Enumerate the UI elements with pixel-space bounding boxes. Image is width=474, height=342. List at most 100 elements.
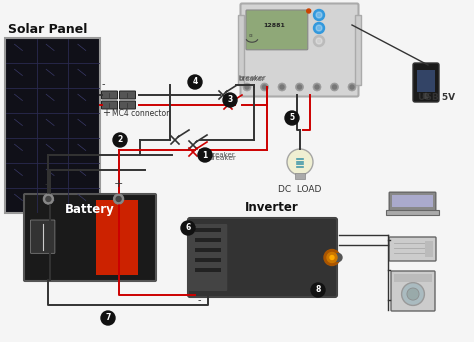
Circle shape — [407, 288, 419, 300]
Bar — [195, 268, 221, 272]
Bar — [425, 241, 433, 257]
FancyBboxPatch shape — [101, 91, 118, 99]
Text: -: - — [45, 179, 48, 189]
FancyBboxPatch shape — [389, 192, 436, 211]
Circle shape — [330, 83, 338, 91]
Text: 6: 6 — [185, 224, 191, 233]
Text: -: - — [198, 295, 201, 305]
Text: USB 5V: USB 5V — [419, 93, 456, 102]
Text: Battery: Battery — [65, 203, 115, 216]
FancyBboxPatch shape — [119, 91, 136, 99]
Bar — [195, 248, 221, 252]
FancyBboxPatch shape — [391, 271, 435, 311]
Circle shape — [223, 93, 237, 107]
Circle shape — [243, 83, 251, 91]
Text: CE: CE — [249, 34, 254, 38]
Circle shape — [316, 12, 322, 18]
Circle shape — [330, 255, 334, 260]
Circle shape — [116, 196, 122, 202]
Circle shape — [313, 10, 325, 21]
FancyBboxPatch shape — [101, 101, 118, 109]
Text: 3: 3 — [228, 95, 233, 105]
Circle shape — [46, 196, 51, 202]
Circle shape — [313, 23, 325, 34]
Circle shape — [316, 38, 322, 44]
Bar — [355, 15, 361, 85]
Text: 8: 8 — [315, 286, 321, 294]
Circle shape — [307, 9, 310, 13]
Circle shape — [116, 197, 121, 201]
FancyBboxPatch shape — [5, 38, 100, 213]
Text: 1: 1 — [202, 150, 208, 159]
Circle shape — [261, 83, 268, 91]
Circle shape — [334, 253, 342, 262]
FancyBboxPatch shape — [189, 224, 227, 291]
FancyBboxPatch shape — [30, 220, 55, 253]
Circle shape — [285, 111, 299, 125]
Text: 12881: 12881 — [263, 23, 285, 28]
Circle shape — [198, 148, 212, 162]
Circle shape — [311, 283, 325, 297]
Text: +: + — [188, 222, 196, 232]
Text: breaker: breaker — [208, 152, 235, 158]
Text: 4: 4 — [192, 78, 198, 87]
Bar — [97, 200, 138, 275]
Text: breaker: breaker — [238, 76, 264, 82]
FancyBboxPatch shape — [240, 3, 358, 96]
FancyBboxPatch shape — [119, 101, 136, 109]
Text: Solar Panel: Solar Panel — [8, 23, 87, 36]
Circle shape — [324, 250, 340, 265]
FancyBboxPatch shape — [246, 10, 308, 50]
Text: DC  LOAD: DC LOAD — [278, 185, 322, 194]
Circle shape — [263, 85, 266, 89]
Text: 2: 2 — [118, 135, 123, 145]
Bar — [392, 195, 433, 207]
FancyBboxPatch shape — [413, 63, 439, 102]
FancyBboxPatch shape — [188, 218, 337, 297]
Bar — [386, 210, 439, 214]
FancyBboxPatch shape — [24, 194, 156, 281]
Circle shape — [245, 85, 249, 89]
Circle shape — [181, 221, 195, 235]
Text: Inverter: Inverter — [245, 201, 299, 214]
Text: +: + — [114, 179, 123, 189]
Circle shape — [423, 93, 428, 98]
Text: breaker: breaker — [238, 75, 266, 81]
Circle shape — [313, 36, 325, 47]
Circle shape — [313, 83, 321, 91]
Circle shape — [315, 85, 319, 89]
Circle shape — [46, 197, 51, 201]
Circle shape — [401, 282, 424, 305]
Circle shape — [188, 75, 202, 89]
Circle shape — [101, 311, 115, 325]
Text: 7: 7 — [105, 314, 111, 323]
Circle shape — [348, 83, 356, 91]
Text: +: + — [102, 108, 110, 118]
Circle shape — [113, 133, 127, 147]
FancyBboxPatch shape — [389, 237, 436, 261]
Bar — [195, 238, 221, 242]
Text: MC4 connector: MC4 connector — [112, 109, 169, 118]
Text: 5: 5 — [290, 114, 294, 122]
Circle shape — [350, 85, 354, 89]
Bar — [238, 15, 244, 85]
Circle shape — [44, 194, 54, 204]
Circle shape — [316, 25, 322, 31]
Circle shape — [332, 85, 337, 89]
Bar — [394, 274, 432, 281]
Circle shape — [278, 83, 286, 91]
Bar — [295, 173, 305, 179]
Circle shape — [287, 149, 313, 175]
Circle shape — [44, 194, 54, 204]
Text: -: - — [102, 79, 106, 89]
Bar — [417, 70, 435, 92]
Circle shape — [295, 83, 303, 91]
Circle shape — [280, 85, 284, 89]
Bar — [195, 258, 221, 262]
Circle shape — [327, 252, 337, 263]
Circle shape — [114, 194, 124, 204]
Text: breaker: breaker — [208, 155, 236, 161]
Circle shape — [114, 194, 124, 204]
Circle shape — [298, 85, 301, 89]
Bar — [195, 228, 221, 232]
